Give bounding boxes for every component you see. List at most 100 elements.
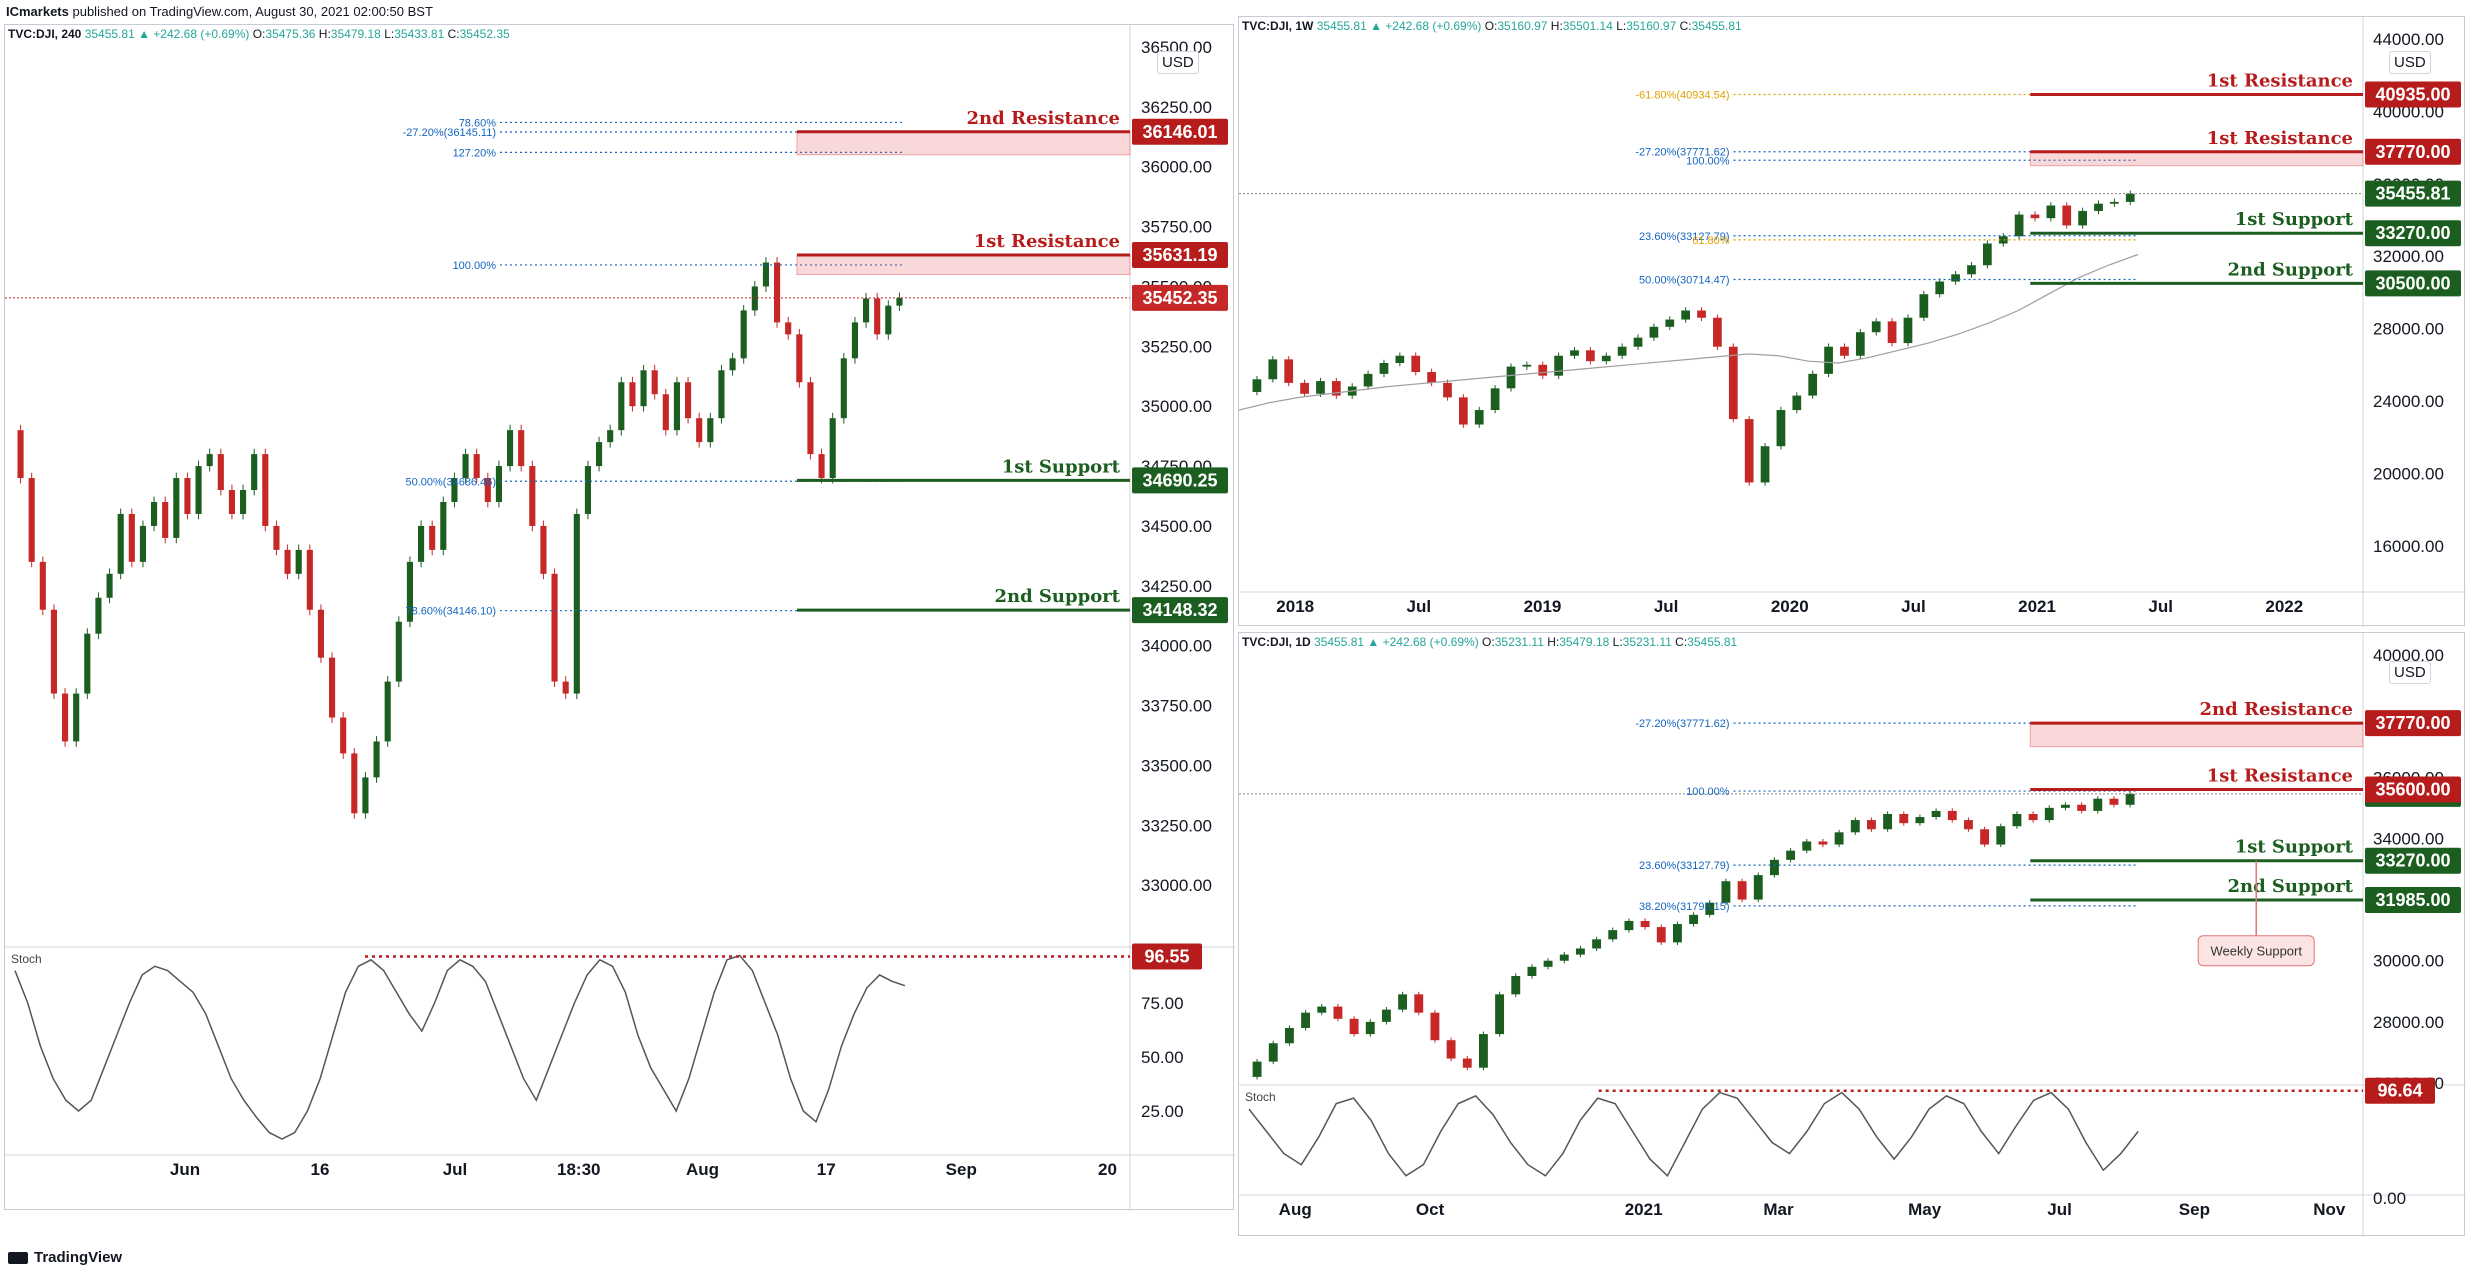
candle-body (829, 418, 836, 479)
level-price-tag-label: 33270.00 (2375, 223, 2450, 243)
candle-body (1268, 359, 1278, 380)
candle-body (1379, 362, 1389, 374)
candle-body (1883, 813, 1893, 830)
stoch-level-tag (2365, 1077, 2435, 1104)
candle-body (2094, 203, 2103, 211)
resistance-label: 2nd Resistance (967, 108, 1120, 129)
candle-body (718, 370, 725, 419)
candle-body (840, 358, 847, 419)
candle-body (1887, 321, 1897, 344)
candle-body (551, 573, 558, 682)
chart-panel-h4[interactable]: TVC:DJI, 240 35455.81 ▲ +242.68 (+0.69%)… (4, 24, 1235, 1211)
resistance-zone (796, 254, 1131, 275)
candle-body (1737, 881, 1747, 900)
time-tick-label: 16 (311, 1160, 330, 1179)
candle-body (273, 525, 280, 550)
candle-body (284, 549, 291, 574)
currency-button[interactable]: USD (2389, 661, 2431, 684)
candle-body (1446, 1040, 1456, 1059)
time-tick-label: Aug (686, 1160, 719, 1179)
candle-body (751, 286, 758, 311)
price-tick-label: 36000.00 (1141, 158, 1212, 177)
level-price-tag-label: 37770.00 (2375, 142, 2450, 162)
currency-button[interactable]: USD (1157, 51, 1199, 74)
candle-body (1570, 350, 1579, 356)
candle-body (874, 298, 881, 335)
time-tick-label: 2020 (1771, 597, 1809, 616)
candle-body (1871, 321, 1881, 333)
chart-panel-d1[interactable]: TVC:DJI, 1D 35455.81 ▲ +242.68 (+0.69%) … (1238, 632, 2466, 1237)
candle-body (1840, 346, 1849, 356)
time-tick-label: 2019 (1524, 597, 1562, 616)
moving-average-line (1239, 253, 2139, 411)
candle-body (1462, 1058, 1472, 1068)
price-tick-label: 35250.00 (1141, 337, 1212, 356)
candle-body (429, 525, 436, 550)
candle-body (1333, 1006, 1343, 1019)
candle-body (729, 358, 736, 371)
currency-button[interactable]: USD (2389, 51, 2431, 74)
candle-body (1834, 832, 1844, 845)
resistance-label: 1st Resistance (974, 231, 1120, 252)
close-value: 35452.35 (459, 27, 510, 41)
candle-body (1284, 1027, 1294, 1044)
high-value: 35501.14 (1562, 19, 1613, 33)
candle-body (696, 418, 703, 443)
support-label: 2nd Support (994, 586, 1120, 607)
candle-body (818, 454, 825, 479)
candle-body (1381, 1009, 1391, 1022)
candle-body (1866, 820, 1876, 830)
candle-body (1998, 236, 2008, 244)
candle-body (1284, 359, 1294, 383)
candle-body (484, 478, 491, 502)
candle-body (1427, 372, 1436, 383)
open-value: 35160.97 (1497, 19, 1548, 33)
level-price-tag-label: 37770.00 (2375, 713, 2450, 733)
level-price-tag (2365, 847, 2461, 874)
candle-body (851, 322, 858, 359)
candle-body (462, 454, 469, 479)
time-tick-label: Sep (2179, 1200, 2210, 1219)
candle-body (1681, 310, 1691, 320)
time-tick-label: Sep (946, 1160, 977, 1179)
level-price-tag (2365, 138, 2461, 165)
candle-body (217, 454, 224, 491)
candle-body (2109, 798, 2119, 805)
time-tick-label: Jul (1654, 597, 1679, 616)
chart-svg-h4: 36500.0036250.0036000.0035750.0035500.00… (5, 25, 1235, 1211)
support-label: 1st Support (2235, 209, 2354, 230)
stoch-tick-label: 75.00 (1141, 994, 1184, 1013)
time-tick-label: 2021 (2018, 597, 2056, 616)
fib-level-label: 38.20%(31793.15) (1639, 901, 1730, 913)
candle-body (518, 430, 525, 467)
fib-level-label: 100.00% (1686, 786, 1730, 798)
fib-level-label: 78.60%(34146.10) (405, 606, 496, 618)
candle-body (896, 297, 903, 306)
candle-body (1818, 841, 1828, 845)
candle-body (1689, 914, 1699, 925)
resistance-label: 1st Resistance (2207, 70, 2353, 91)
candle-body (1495, 994, 1505, 1035)
level-price-tag (2365, 270, 2461, 297)
candle-body (1268, 1043, 1278, 1062)
level-price-tag-label: 30500.00 (2375, 273, 2450, 293)
candle-body (573, 513, 580, 694)
candle-body (173, 478, 180, 538)
candle-body (1349, 1018, 1359, 1035)
candle-body (1899, 813, 1909, 824)
candle-body (1935, 281, 1945, 295)
tradingview-logo[interactable]: TradingView (8, 1249, 122, 1266)
candle-body (28, 478, 35, 562)
time-tick-label: Jul (1901, 597, 1926, 616)
candle-body (562, 681, 569, 694)
candle-body (1317, 1006, 1327, 1013)
chart-panel-w1[interactable]: TVC:DJI, 1W 35455.81 ▲ +242.68 (+0.69%) … (1238, 16, 2466, 627)
level-price-tag (2365, 776, 2461, 803)
ohlc-header-h4: TVC:DJI, 240 35455.81 ▲ +242.68 (+0.69%)… (8, 27, 510, 41)
price-tick-label: 36250.00 (1141, 98, 1212, 117)
candle-body (1474, 410, 1484, 425)
candle-body (1522, 364, 1532, 367)
change-label: 35455.81 ▲ +242.68 (+0.69%) (1316, 19, 1482, 33)
level-price-tag (2365, 710, 2461, 737)
candle-body (1430, 1012, 1440, 1041)
